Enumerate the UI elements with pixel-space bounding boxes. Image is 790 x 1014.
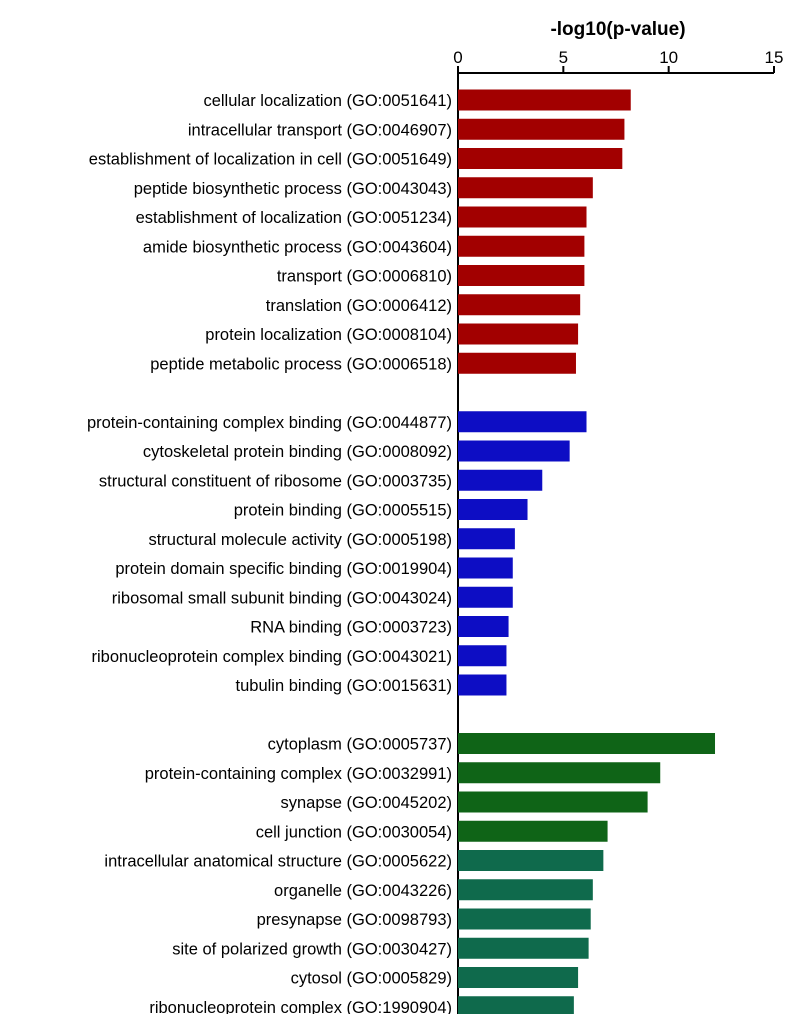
x-tick-label: 15 [765,48,784,67]
bar [458,177,593,199]
bar [458,352,576,374]
category-label: establishment of localization (GO:005123… [136,209,452,227]
category-label: presynapse (GO:0098793) [257,911,452,929]
category-label: peptide metabolic process (GO:0006518) [150,355,452,373]
bar [458,294,581,316]
bar [458,235,585,257]
category-label: synapse (GO:0045202) [280,794,452,812]
category-label: RNA binding (GO:0003723) [250,619,452,637]
bar [458,323,579,345]
category-label: ribosomal small subunit binding (GO:0043… [112,589,452,607]
bar [458,499,528,520]
category-label: ribonucleoprotein complex binding (GO:00… [92,648,452,666]
bar [458,791,648,813]
bar [458,937,589,959]
bar [458,469,543,491]
category-label: protein domain specific binding (GO:0019… [115,560,452,578]
bar [458,89,631,111]
x-tick-label: 10 [659,48,678,67]
category-label: establishment of localization in cell (G… [89,151,452,169]
category-label: peptide biosynthetic process (GO:0043043… [134,180,452,198]
category-label: site of polarized growth (GO:0030427) [172,940,452,958]
category-label: cytoskeletal protein binding (GO:0008092… [143,443,452,461]
bar [458,674,507,696]
category-label: structural molecule activity (GO:0005198… [148,531,452,549]
category-label: amide biosynthetic process (GO:0043604) [143,238,452,256]
bar [458,265,585,286]
bar [458,586,513,608]
category-label: ribonucleoprotein complex (GO:1990904) [149,999,452,1014]
bar [458,850,604,871]
category-label: transport (GO:0006810) [277,268,452,286]
bar [458,967,579,988]
bar [458,820,608,842]
bar [458,557,513,579]
category-label: cytoplasm (GO:0005737) [268,736,452,754]
category-label: organelle (GO:0043226) [274,882,452,900]
category-label: cytosol (GO:0005829) [291,970,452,988]
bar [458,616,509,637]
category-label: tubulin binding (GO:0015631) [236,677,452,695]
category-label: cell junction (GO:0030054) [256,823,452,841]
category-label: structural constituent of ribosome (GO:0… [99,472,452,490]
x-tick-label: 5 [559,48,568,67]
category-label: protein binding (GO:0005515) [234,502,452,520]
x-tick-label: 0 [453,48,462,67]
category-label: intracellular anatomical structure (GO:0… [104,853,452,871]
category-label: protein-containing complex binding (GO:0… [87,414,452,432]
bar [458,440,570,462]
bar [458,206,587,228]
bar [458,528,515,550]
bar [458,762,661,784]
category-label: protein-containing complex (GO:0032991) [145,765,452,783]
bar [458,908,591,930]
category-label: protein localization (GO:0008104) [205,326,452,344]
category-label: translation (GO:0006412) [266,297,452,315]
bar [458,118,625,140]
bar [458,411,587,433]
bar [458,879,593,901]
bar [458,148,623,169]
bar [458,645,507,667]
category-label: cellular localization (GO:0051641) [203,92,452,110]
bars [458,89,716,1014]
bar [458,996,574,1014]
bar [458,733,716,754]
category-label: intracellular transport (GO:0046907) [188,121,452,139]
category-labels: cellular localization (GO:0051641) intrac… [87,92,452,1014]
x-axis-title: -log10(p-value) [550,19,685,40]
